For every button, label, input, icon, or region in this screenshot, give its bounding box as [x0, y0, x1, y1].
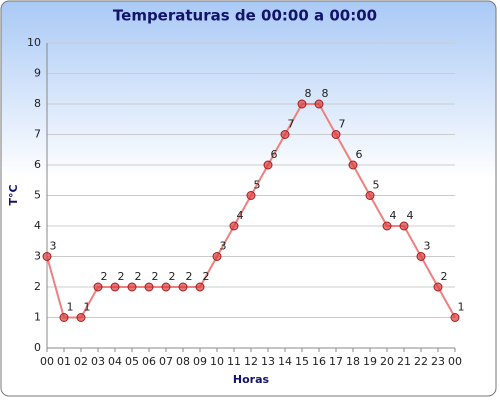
data-label: 1 [84, 301, 91, 314]
data-label: 6 [356, 148, 363, 161]
x-tick-label: 13 [261, 355, 275, 368]
x-tick-label: 21 [397, 355, 411, 368]
data-label: 2 [169, 270, 176, 283]
x-tick-label: 14 [278, 355, 292, 368]
y-axis-label: T°C [7, 184, 20, 205]
point [59, 313, 69, 322]
point [212, 252, 222, 261]
data-label: 2 [152, 270, 159, 283]
data-label: 2 [118, 270, 125, 283]
x-tick-label: 09 [193, 355, 207, 368]
x-tick-label: 11 [227, 355, 241, 368]
point [382, 221, 392, 231]
data-label: 5 [373, 179, 380, 192]
point [416, 252, 426, 261]
data-label: 6 [271, 148, 278, 161]
data-label: 3 [424, 240, 431, 253]
x-tick-label: 18 [346, 355, 360, 368]
point [110, 282, 120, 292]
x-tick-label: 12 [244, 355, 258, 368]
point [144, 282, 154, 292]
point [263, 160, 273, 170]
point [93, 282, 103, 292]
point [348, 160, 358, 170]
x-tick-label: 00 [448, 355, 462, 368]
y-tick-label: 7 [34, 128, 41, 141]
data-label: 5 [254, 179, 261, 192]
y-tick-label: 10 [27, 36, 41, 49]
data-label: 1 [67, 301, 74, 314]
point [195, 282, 205, 292]
x-tick-label: 02 [74, 355, 88, 368]
y-tick-label: 0 [34, 341, 41, 354]
point [246, 191, 256, 200]
x-tick-label: 03 [91, 355, 105, 368]
data-label: 2 [186, 270, 193, 283]
point [450, 313, 460, 322]
x-tick-label: 17 [329, 355, 343, 368]
point [331, 130, 341, 139]
point [433, 282, 443, 292]
data-label: 1 [458, 301, 465, 314]
point [127, 282, 137, 292]
x-tick-label: 23 [431, 355, 445, 368]
x-tick-label: 15 [295, 355, 309, 368]
x-axis-label: Horas [233, 373, 270, 386]
x-tick-label: 06 [142, 355, 156, 368]
data-label: 3 [50, 240, 57, 253]
y-tick-label: 9 [34, 67, 41, 80]
point [399, 221, 409, 231]
x-tick-label: 04 [108, 355, 122, 368]
y-tick-label: 4 [34, 219, 41, 232]
data-label: 2 [441, 270, 448, 283]
point [297, 99, 307, 109]
point [280, 130, 290, 139]
point [314, 99, 324, 109]
point [161, 282, 171, 292]
data-label: 7 [339, 118, 346, 131]
data-label: 4 [390, 209, 397, 222]
x-tick-label: 00 [40, 355, 54, 368]
y-tick-label: 1 [34, 311, 41, 324]
x-tick-label: 22 [414, 355, 428, 368]
point [365, 191, 375, 200]
y-tick-label: 8 [34, 97, 41, 110]
point [229, 221, 239, 231]
x-tick-label: 05 [125, 355, 139, 368]
x-tick-label: 10 [210, 355, 224, 368]
x-tick-label: 08 [176, 355, 190, 368]
x-tick-label: 01 [57, 355, 71, 368]
data-label: 2 [135, 270, 142, 283]
y-tick-label: 2 [34, 280, 41, 293]
data-label: 2 [101, 270, 108, 283]
chart-title: Temperaturas de 00:00 a 00:00 [113, 7, 377, 25]
x-tick-label: 16 [312, 355, 326, 368]
point [76, 313, 86, 322]
data-label: 8 [305, 87, 312, 100]
data-label: 2 [203, 270, 210, 283]
data-label: 3 [220, 240, 227, 253]
y-tick-label: 3 [34, 250, 41, 263]
x-tick-label: 07 [159, 355, 173, 368]
point [42, 252, 52, 261]
y-tick-label: 6 [34, 158, 41, 171]
x-tick-label: 20 [380, 355, 394, 368]
x-tick-label: 19 [363, 355, 377, 368]
data-label: 7 [288, 118, 295, 131]
data-label: 4 [407, 209, 414, 222]
data-label: 4 [237, 209, 244, 222]
data-label: 8 [322, 87, 329, 100]
y-tick-label: 5 [34, 189, 41, 202]
point [178, 282, 188, 292]
